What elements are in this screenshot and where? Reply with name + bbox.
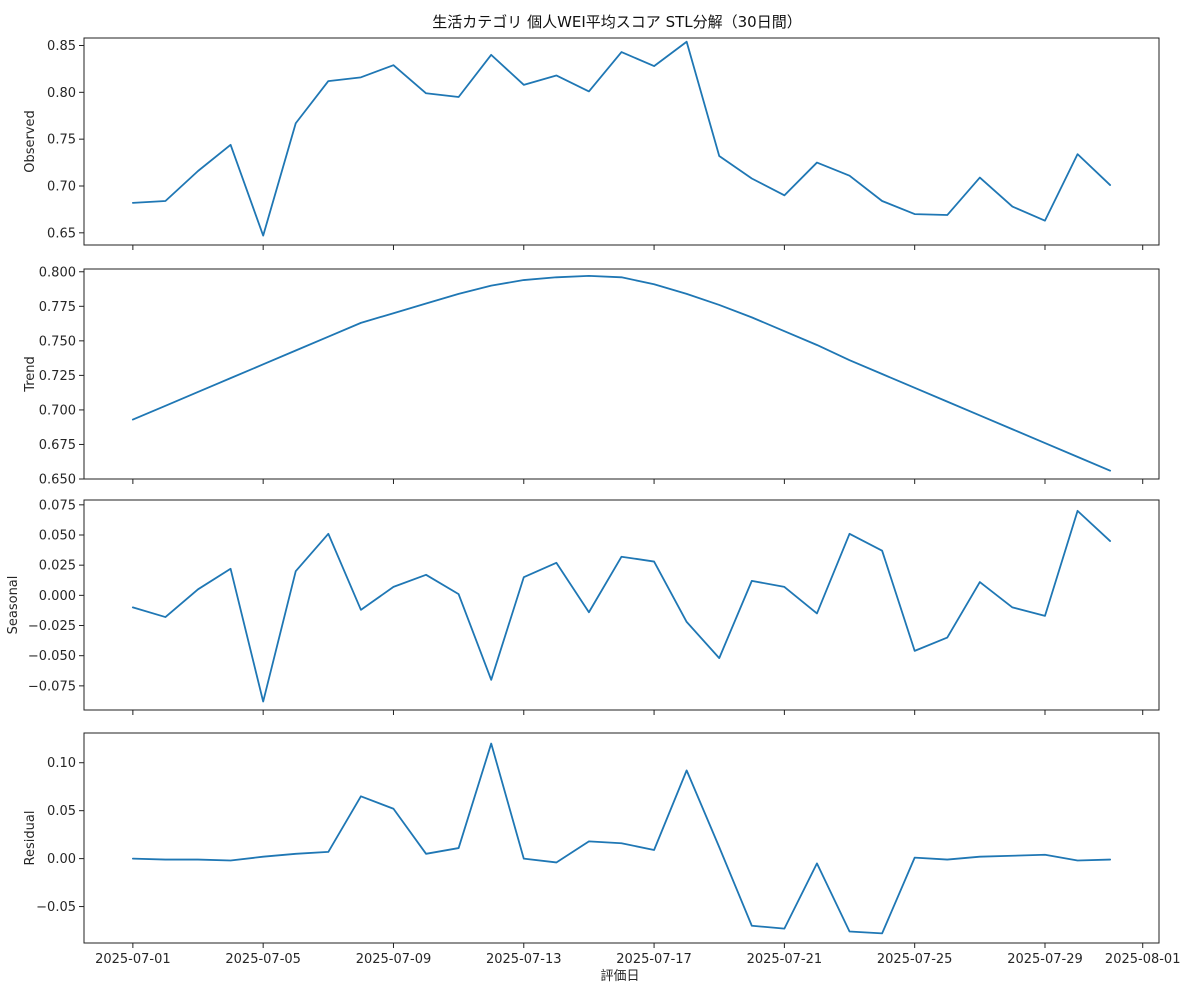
y-tick-label: −0.025 [28, 619, 76, 634]
y-tick-label: 0.775 [39, 300, 76, 315]
x-tick-label: 2025-07-29 [1007, 952, 1083, 967]
y-tick-label: 0.80 [47, 86, 76, 101]
y-tick-label: 0.000 [39, 589, 76, 604]
y-axis-label: Trend [23, 356, 38, 393]
y-tick-label: 0.075 [39, 498, 76, 513]
series-line-trend [131, 275, 1112, 472]
x-tick-label: 2025-07-05 [225, 952, 301, 967]
y-tick-label: 0.65 [47, 226, 76, 241]
x-axis-label: 評価日 [600, 969, 639, 984]
y-tick-label: 0.050 [39, 529, 76, 544]
y-tick-label: 0.85 [47, 39, 76, 54]
y-tick-label: 0.650 [39, 473, 76, 488]
series-line-residual [131, 742, 1112, 935]
plot-frame [83, 37, 1160, 246]
chart-title: 生活カテゴリ 個人WEI平均スコア STL分解（30日間） [432, 13, 801, 31]
subplot-stack: 0.650.700.750.800.85Observed0.6500.6750.… [6, 37, 1181, 967]
y-tick-label: 0.025 [39, 559, 76, 574]
y-tick-label: 0.00 [47, 852, 76, 867]
y-axis-label: Observed [23, 110, 38, 173]
y-tick-label: −0.075 [28, 679, 76, 694]
y-tick-label: −0.050 [28, 649, 76, 664]
subplot-observed: 0.65 0.70 0.75 0.80 0.85 Observed [23, 37, 1160, 250]
x-tick-label: 2025-08-01 [1105, 952, 1181, 967]
plot-frame [83, 268, 1160, 480]
x-tick-label: 2025-07-01 [95, 952, 171, 967]
plot-frame [83, 499, 1160, 711]
y-tick-label: 0.700 [39, 403, 76, 418]
y-tick-label: 0.800 [39, 265, 76, 280]
x-tick-label: 2025-07-21 [747, 952, 823, 967]
y-axis-label: Residual [23, 811, 38, 866]
x-tick-label: 2025-07-09 [356, 952, 432, 967]
y-tick-label: −0.05 [36, 900, 76, 915]
y-axis-label: Seasonal [6, 576, 21, 635]
y-tick-label: 0.75 [47, 133, 76, 148]
x-tick-label: 2025-07-25 [877, 952, 953, 967]
y-tick-label: 0.05 [47, 804, 76, 819]
subplot-trend: 0.650 0.675 0.700 0.725 0.750 0.775 0.800 Trend [23, 265, 1160, 488]
y-tick-label: 0.70 [47, 179, 76, 194]
subplot-residual: −0.05 0.00 0.05 0.10 2025-07-01 2025-07-05 202… [23, 732, 1181, 967]
plot-frame [83, 732, 1160, 944]
x-tick-label: 2025-07-13 [486, 952, 562, 967]
series-line-observed [131, 40, 1112, 237]
y-tick-label: 0.10 [47, 756, 76, 771]
subplot-seasonal: −0.075 −0.050 −0.025 0.000 0.025 0.050 0.075 Se… [6, 498, 1160, 715]
series-line-seasonal [131, 509, 1112, 703]
y-tick-label: 0.750 [39, 334, 76, 349]
y-tick-label: 0.675 [39, 438, 76, 453]
x-tick-label: 2025-07-17 [616, 952, 692, 967]
y-tick-label: 0.725 [39, 369, 76, 384]
